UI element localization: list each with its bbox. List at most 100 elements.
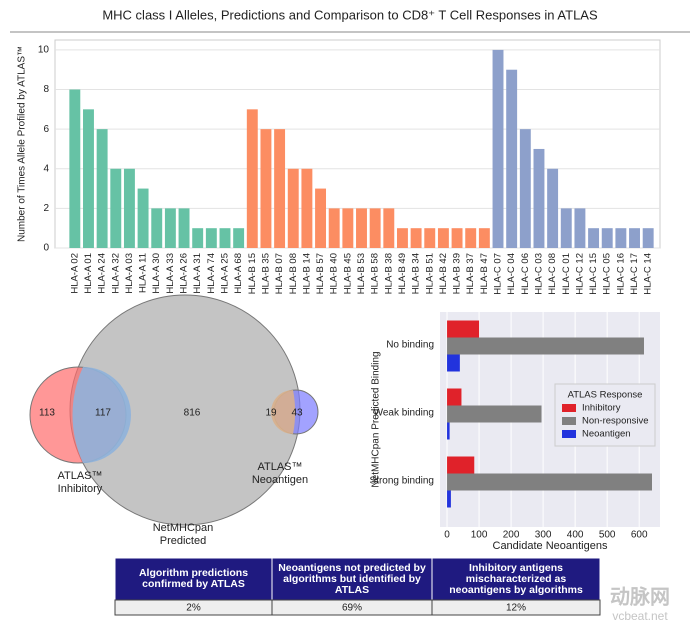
bar — [447, 320, 480, 338]
bar — [178, 208, 190, 248]
x-tick-label: HLA-B 34 — [411, 253, 422, 294]
venn-count: 816 — [184, 408, 201, 419]
venn-count: 113 — [39, 408, 55, 419]
bar — [96, 129, 108, 248]
x-tick-label: HLA-C 14 — [643, 253, 654, 295]
bar — [287, 168, 299, 248]
x-tick-label: HLA-B 45 — [342, 253, 353, 294]
table-cell-text: 2% — [186, 603, 201, 614]
x-tick-label: HLA-A 74 — [206, 253, 217, 294]
x-tick-label: HLA-C 15 — [588, 253, 599, 295]
legend-label: Neoantigen — [582, 429, 631, 440]
x-tick-label: HLA-B 42 — [438, 253, 449, 294]
bar — [342, 208, 354, 248]
table-header-cell-box: Inhibitory antigens mischaracterized as … — [449, 562, 583, 595]
legend-swatch — [562, 417, 576, 425]
venn-count: 117 — [95, 408, 111, 419]
bar — [447, 388, 462, 406]
bar — [574, 208, 586, 248]
bar — [369, 208, 381, 248]
bar — [642, 228, 654, 248]
venn-count: 19 — [265, 408, 277, 419]
venn-overlap — [72, 367, 131, 463]
x-tick-label: HLA-B 37 — [465, 253, 476, 294]
x-tick-label: HLA-A 31 — [192, 253, 203, 294]
x-tick-label: HLA-A 30 — [151, 253, 162, 294]
table-header-text: Algorithm predictions confirmed by ATLAS — [138, 567, 249, 590]
bar — [164, 208, 176, 248]
venn-overlap — [271, 390, 296, 434]
watermark: vcbeat.net — [612, 609, 668, 623]
bar — [205, 228, 217, 248]
x-axis-label: Candidate Neoantigens — [493, 540, 608, 552]
x-tick-label: HLA-B 57 — [315, 253, 326, 294]
x-tick-label: HLA-C 03 — [533, 253, 544, 295]
bar — [110, 168, 122, 248]
table-header-cell — [431, 557, 601, 601]
venn-label: ATLAS™ — [57, 470, 102, 482]
bar — [123, 168, 135, 248]
table-header-cell — [114, 557, 273, 601]
y-tick-label: 8 — [43, 84, 49, 95]
legend-label: Inhibitory — [582, 403, 621, 414]
bar — [447, 405, 542, 423]
bar — [615, 228, 627, 248]
bar — [447, 337, 644, 355]
bar — [151, 208, 163, 248]
x-tick-label: HLA-B 51 — [424, 253, 435, 294]
bar — [410, 228, 422, 248]
bar — [547, 168, 559, 248]
x-tick-label: HLA-A 68 — [233, 253, 244, 294]
bar — [356, 208, 367, 248]
x-tick-label: 500 — [599, 530, 616, 541]
bar — [315, 188, 327, 248]
table-cell-text: 69% — [342, 603, 362, 614]
y-tick-label: 10 — [38, 45, 50, 56]
x-tick-label: HLA-B 40 — [329, 253, 340, 294]
bar — [396, 228, 408, 248]
x-tick-label: 400 — [567, 530, 584, 541]
x-tick-label: HLA-B 47 — [479, 253, 490, 294]
x-tick-label: HLA-C 16 — [615, 253, 626, 295]
venn-label: Neoantigen — [252, 474, 308, 486]
y-tick-label: 4 — [43, 163, 49, 174]
venn-label: ATLAS™ — [257, 461, 302, 473]
table-header-cell — [271, 557, 433, 601]
y-axis-label: Number of Times Allele Profiled by ATLAS… — [17, 46, 28, 242]
x-tick-label: HLA-A 33 — [165, 253, 176, 294]
x-tick-label: HLA-C 17 — [629, 253, 640, 295]
x-tick-label: HLA-B 07 — [274, 253, 285, 294]
x-tick-label: HLA-B 35 — [260, 253, 271, 294]
legend-swatch — [562, 430, 576, 438]
legend-title: ATLAS Response — [568, 390, 643, 401]
table-header-cell-box: Algorithm predictions confirmed by ATLAS — [138, 567, 249, 590]
x-tick-label: HLA-B 08 — [288, 253, 299, 294]
bar — [519, 129, 531, 248]
bar — [601, 228, 613, 248]
x-tick-label: HLA-C 04 — [506, 253, 517, 295]
figure-title: MHC class I Alleles, Predictions and Com… — [102, 7, 598, 22]
x-tick-label: HLA-A 25 — [220, 253, 231, 294]
bar — [274, 129, 286, 248]
x-tick-label: 200 — [503, 530, 520, 541]
bar — [629, 228, 640, 248]
bar — [492, 49, 504, 249]
x-tick-label: HLA-C 01 — [561, 253, 572, 295]
y-tick-label: 6 — [43, 124, 49, 135]
x-tick-label: HLA-B 53 — [356, 253, 367, 294]
bar — [478, 228, 490, 248]
y-tick-label: Strong binding — [370, 476, 435, 487]
x-tick-label: 0 — [444, 530, 450, 541]
x-tick-label: HLA-C 08 — [547, 253, 558, 295]
y-axis-label: NetMHCpan Predicted Binding — [371, 351, 382, 487]
bar — [447, 473, 652, 491]
table-cell-text: 12% — [506, 603, 526, 614]
bar — [451, 228, 463, 248]
legend-swatch — [562, 404, 576, 412]
bar — [83, 109, 94, 248]
legend-label: Non-responsive — [582, 416, 649, 427]
bar — [447, 456, 475, 474]
watermark: 动脉网 — [610, 584, 670, 608]
x-tick-label: HLA-A 32 — [110, 253, 121, 294]
x-tick-label: HLA-A 24 — [97, 253, 108, 294]
